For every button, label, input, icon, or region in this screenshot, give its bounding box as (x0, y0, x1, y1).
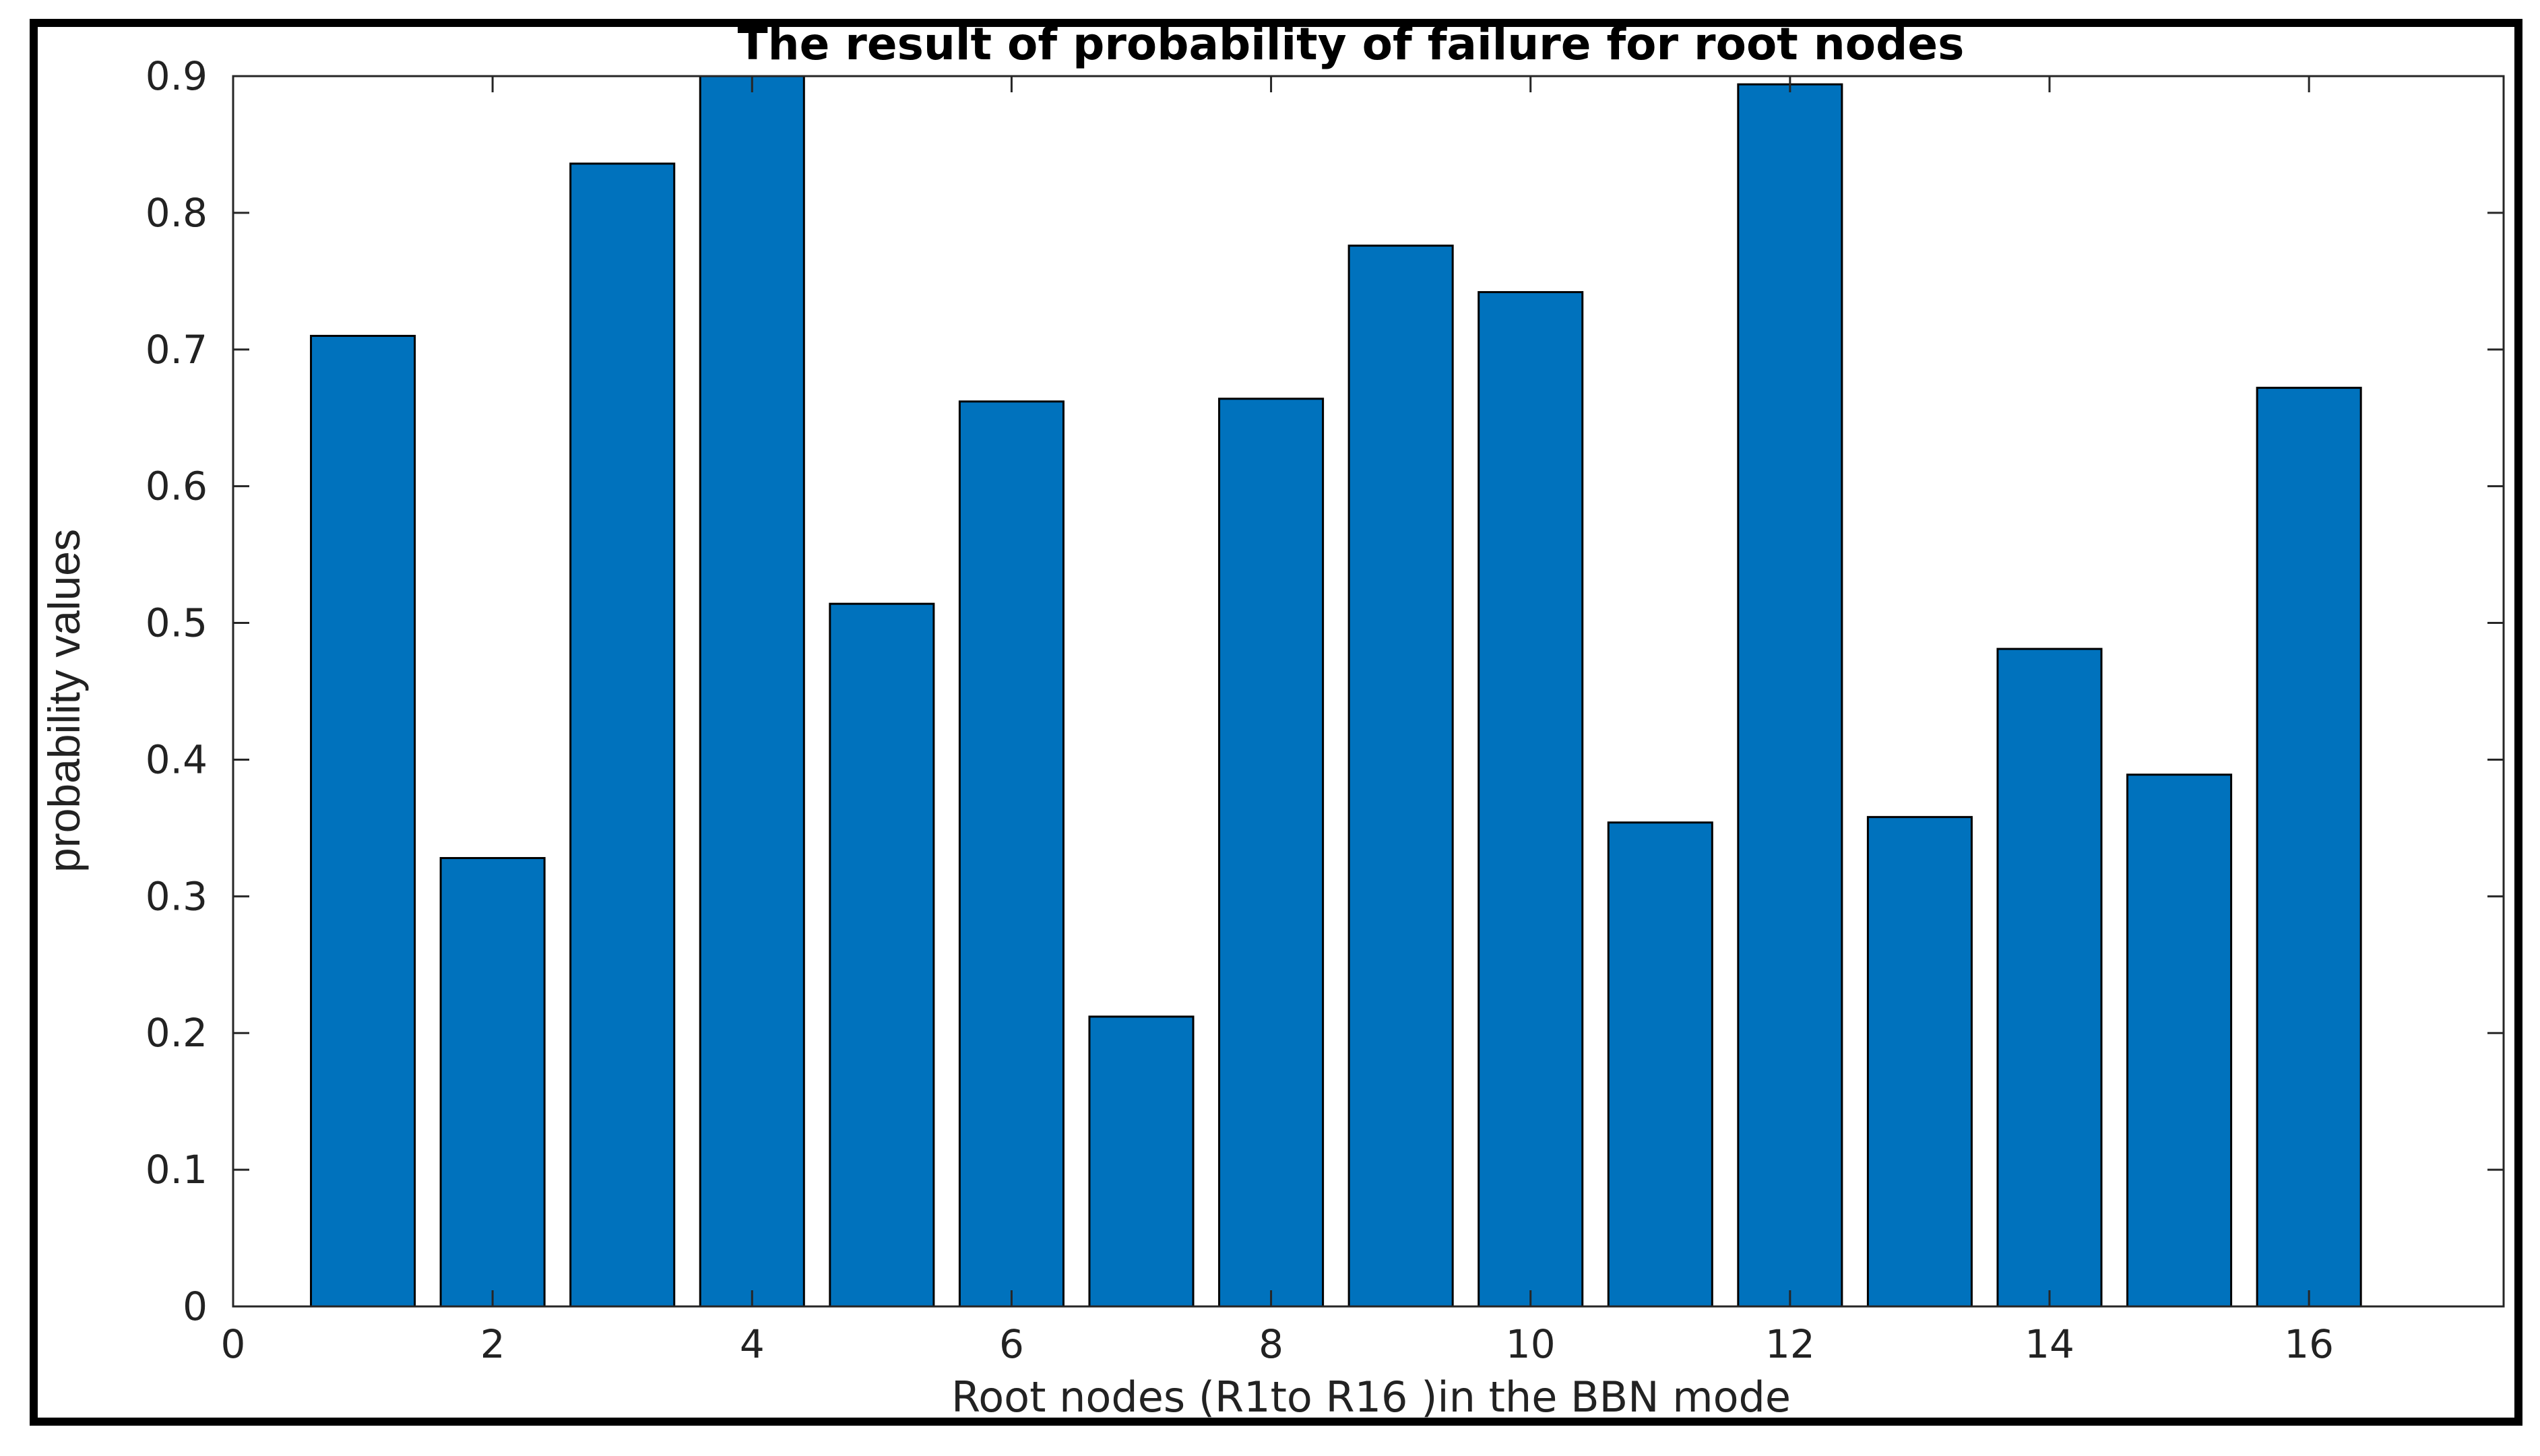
bar-12 (1737, 83, 1843, 1308)
y-tick-label: 0.6 (146, 464, 208, 509)
x-tick-label: 2 (480, 1321, 505, 1367)
bar-14 (1996, 647, 2103, 1308)
y-tick-label: 0.2 (146, 1010, 208, 1056)
bar-15 (2126, 773, 2233, 1308)
bar-16 (2256, 387, 2362, 1308)
x-tick-label: 10 (1506, 1321, 1556, 1367)
bar-4 (699, 75, 805, 1308)
y-tick-label: 0.4 (146, 736, 208, 782)
chart-title: The result of probability of failure for… (738, 18, 1965, 70)
x-axis-label: Root nodes (R1to R16 )in the BBN mode (951, 1372, 1791, 1422)
bar-5 (829, 602, 935, 1308)
x-tick-label: 16 (2284, 1321, 2334, 1367)
plot-box (232, 75, 2505, 1308)
bar-9 (1347, 245, 1454, 1308)
x-tick-label: 6 (999, 1321, 1024, 1367)
ticks-layer: 0 0.1 0.2 0.3 0.4 0.5 0.6 0.7 0.8 0.9 0 2 4 6 8 10 12 14 1… (146, 53, 2504, 1367)
y-axis-label: probability values (39, 529, 89, 873)
bars-layer (310, 75, 2362, 1308)
bar-10 (1478, 291, 1584, 1308)
x-tick-label: 12 (1765, 1321, 1815, 1367)
bar-13 (1866, 816, 1973, 1308)
bar-6 (958, 400, 1065, 1308)
y-tick-label: 0.9 (146, 53, 208, 99)
axes-layer (232, 75, 2505, 1308)
x-tick-label: 8 (1259, 1321, 1283, 1367)
y-tick-label: 0.3 (146, 873, 208, 919)
y-tick-label: 0.5 (146, 600, 208, 646)
bar-1 (310, 334, 416, 1308)
y-tick-label: 0 (183, 1284, 208, 1329)
x-tick-label: 14 (2025, 1321, 2074, 1367)
bar-3 (569, 162, 676, 1308)
y-tick-label: 0.1 (146, 1147, 208, 1193)
bar-2 (439, 857, 546, 1308)
x-tick-label: 0 (221, 1321, 246, 1367)
bar-8 (1218, 398, 1325, 1308)
y-tick-label: 0.7 (146, 327, 208, 373)
bar-7 (1088, 1015, 1195, 1308)
x-tick-label: 4 (740, 1321, 765, 1367)
bar-11 (1607, 821, 1713, 1308)
y-tick-label: 0.8 (146, 190, 208, 236)
